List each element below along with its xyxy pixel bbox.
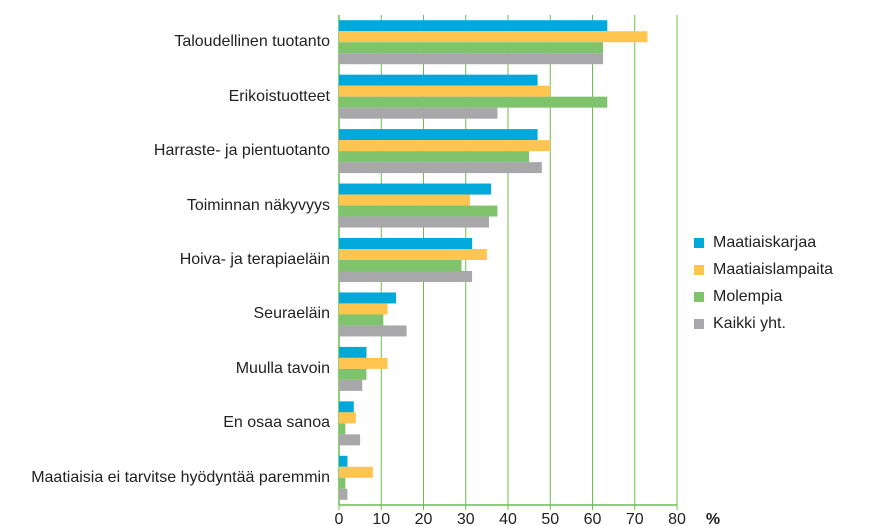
x-tick-label: 20: [415, 511, 433, 526]
bar: [339, 183, 492, 195]
bar: [339, 488, 348, 500]
bar: [339, 249, 487, 260]
y-tick-label: Erikoistuotteet: [228, 87, 330, 105]
y-tick-label: En osaa sanoa: [223, 414, 330, 432]
bar: [339, 151, 530, 163]
bar: [339, 368, 367, 380]
bar: [339, 31, 648, 43]
legend-swatch: [694, 265, 704, 275]
legend-swatch: [694, 238, 704, 248]
bar: [339, 42, 604, 54]
y-tick-label: Toiminnan näkyvyys: [186, 196, 330, 214]
bar: [339, 314, 384, 326]
bar: [339, 162, 542, 174]
y-tick-label: Seuraeläin: [253, 305, 331, 323]
legend-swatch: [694, 319, 704, 329]
bar: [339, 346, 367, 358]
bar: [339, 238, 473, 249]
bar: [339, 194, 470, 206]
bar: [339, 401, 354, 413]
bar: [339, 357, 388, 369]
legend-label: Kaikki yht.: [713, 315, 786, 332]
y-tick-label: Harraste- ja pientuotanto: [153, 142, 330, 160]
bar: [339, 292, 397, 304]
bar: [339, 107, 498, 119]
x-tick-label: 60: [584, 511, 602, 526]
y-tick-label: Maatiaisia ei tarvitse hyödyntää paremmi…: [31, 468, 330, 486]
bar: [339, 129, 538, 141]
bar: [339, 325, 407, 337]
y-tick-label: Taloudellinen tuotanto: [174, 33, 330, 51]
bar: [339, 412, 356, 424]
bar: [339, 85, 551, 97]
bar: [339, 423, 346, 435]
bar: [339, 466, 373, 478]
bar: [339, 477, 346, 489]
bar: [339, 216, 489, 228]
x-tick-label: 10: [372, 511, 390, 526]
bar: [339, 205, 498, 217]
bar: [339, 303, 388, 315]
bar: [339, 434, 361, 446]
x-tick-label: 80: [668, 511, 686, 526]
bar: [339, 140, 551, 152]
x-tick-label: 0: [335, 511, 344, 526]
bar: [339, 74, 538, 86]
x-axis-label: %: [706, 511, 720, 526]
legend-label: Maatiaiskarjaa: [713, 234, 816, 251]
x-tick-label: 40: [499, 511, 517, 526]
legend-label: Maatiaislampaita: [713, 261, 833, 278]
y-tick-label: Hoiva- ja terapiaeläin: [179, 251, 330, 268]
y-tick-label: Muulla tavoin: [235, 359, 330, 377]
x-tick-label: 70: [626, 511, 644, 526]
x-tick-label: 30: [457, 511, 475, 526]
bar: [339, 271, 473, 282]
bar: [339, 455, 348, 467]
legend-label: Molempia: [713, 288, 782, 305]
bar: [339, 20, 608, 32]
bar: [339, 53, 604, 65]
x-tick-label: 50: [541, 511, 559, 526]
legend-swatch: [694, 292, 704, 302]
bar: [339, 96, 608, 108]
bar: [339, 260, 462, 271]
bar: [339, 379, 363, 391]
